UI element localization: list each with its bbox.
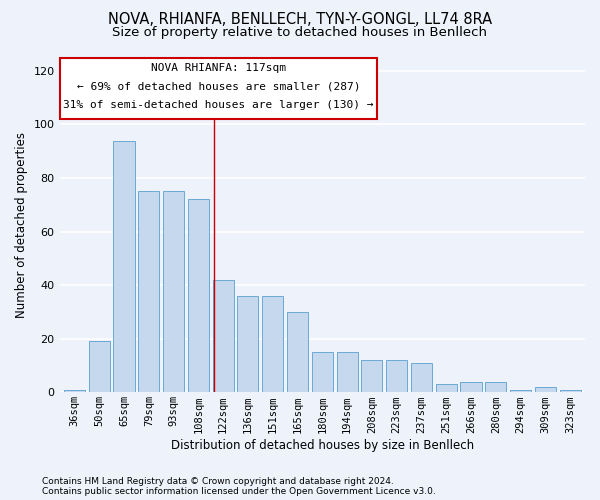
- Text: 31% of semi-detached houses are larger (130) →: 31% of semi-detached houses are larger (…: [63, 100, 374, 110]
- Bar: [386, 360, 407, 392]
- Bar: [262, 296, 283, 392]
- Bar: [436, 384, 457, 392]
- Bar: [510, 390, 531, 392]
- Text: ← 69% of detached houses are smaller (287): ← 69% of detached houses are smaller (28…: [77, 82, 360, 92]
- Bar: [337, 352, 358, 393]
- Bar: [485, 382, 506, 392]
- Bar: [411, 363, 432, 392]
- Bar: [138, 192, 160, 392]
- Bar: [212, 280, 233, 392]
- Y-axis label: Number of detached properties: Number of detached properties: [15, 132, 28, 318]
- Text: NOVA, RHIANFA, BENLLECH, TYN-Y-GONGL, LL74 8RA: NOVA, RHIANFA, BENLLECH, TYN-Y-GONGL, LL…: [108, 12, 492, 28]
- Bar: [89, 342, 110, 392]
- Bar: [113, 140, 134, 392]
- Bar: [535, 387, 556, 392]
- Text: Size of property relative to detached houses in Benllech: Size of property relative to detached ho…: [113, 26, 487, 39]
- Bar: [64, 390, 85, 392]
- Text: Contains public sector information licensed under the Open Government Licence v3: Contains public sector information licen…: [42, 487, 436, 496]
- Bar: [361, 360, 382, 392]
- X-axis label: Distribution of detached houses by size in Benllech: Distribution of detached houses by size …: [171, 440, 474, 452]
- Bar: [312, 352, 333, 393]
- Bar: [287, 312, 308, 392]
- Text: Contains HM Land Registry data © Crown copyright and database right 2024.: Contains HM Land Registry data © Crown c…: [42, 477, 394, 486]
- Bar: [460, 382, 482, 392]
- Bar: [163, 192, 184, 392]
- Bar: [238, 296, 259, 392]
- FancyBboxPatch shape: [59, 58, 377, 120]
- Bar: [560, 390, 581, 392]
- Bar: [188, 200, 209, 392]
- Text: NOVA RHIANFA: 117sqm: NOVA RHIANFA: 117sqm: [151, 63, 286, 73]
